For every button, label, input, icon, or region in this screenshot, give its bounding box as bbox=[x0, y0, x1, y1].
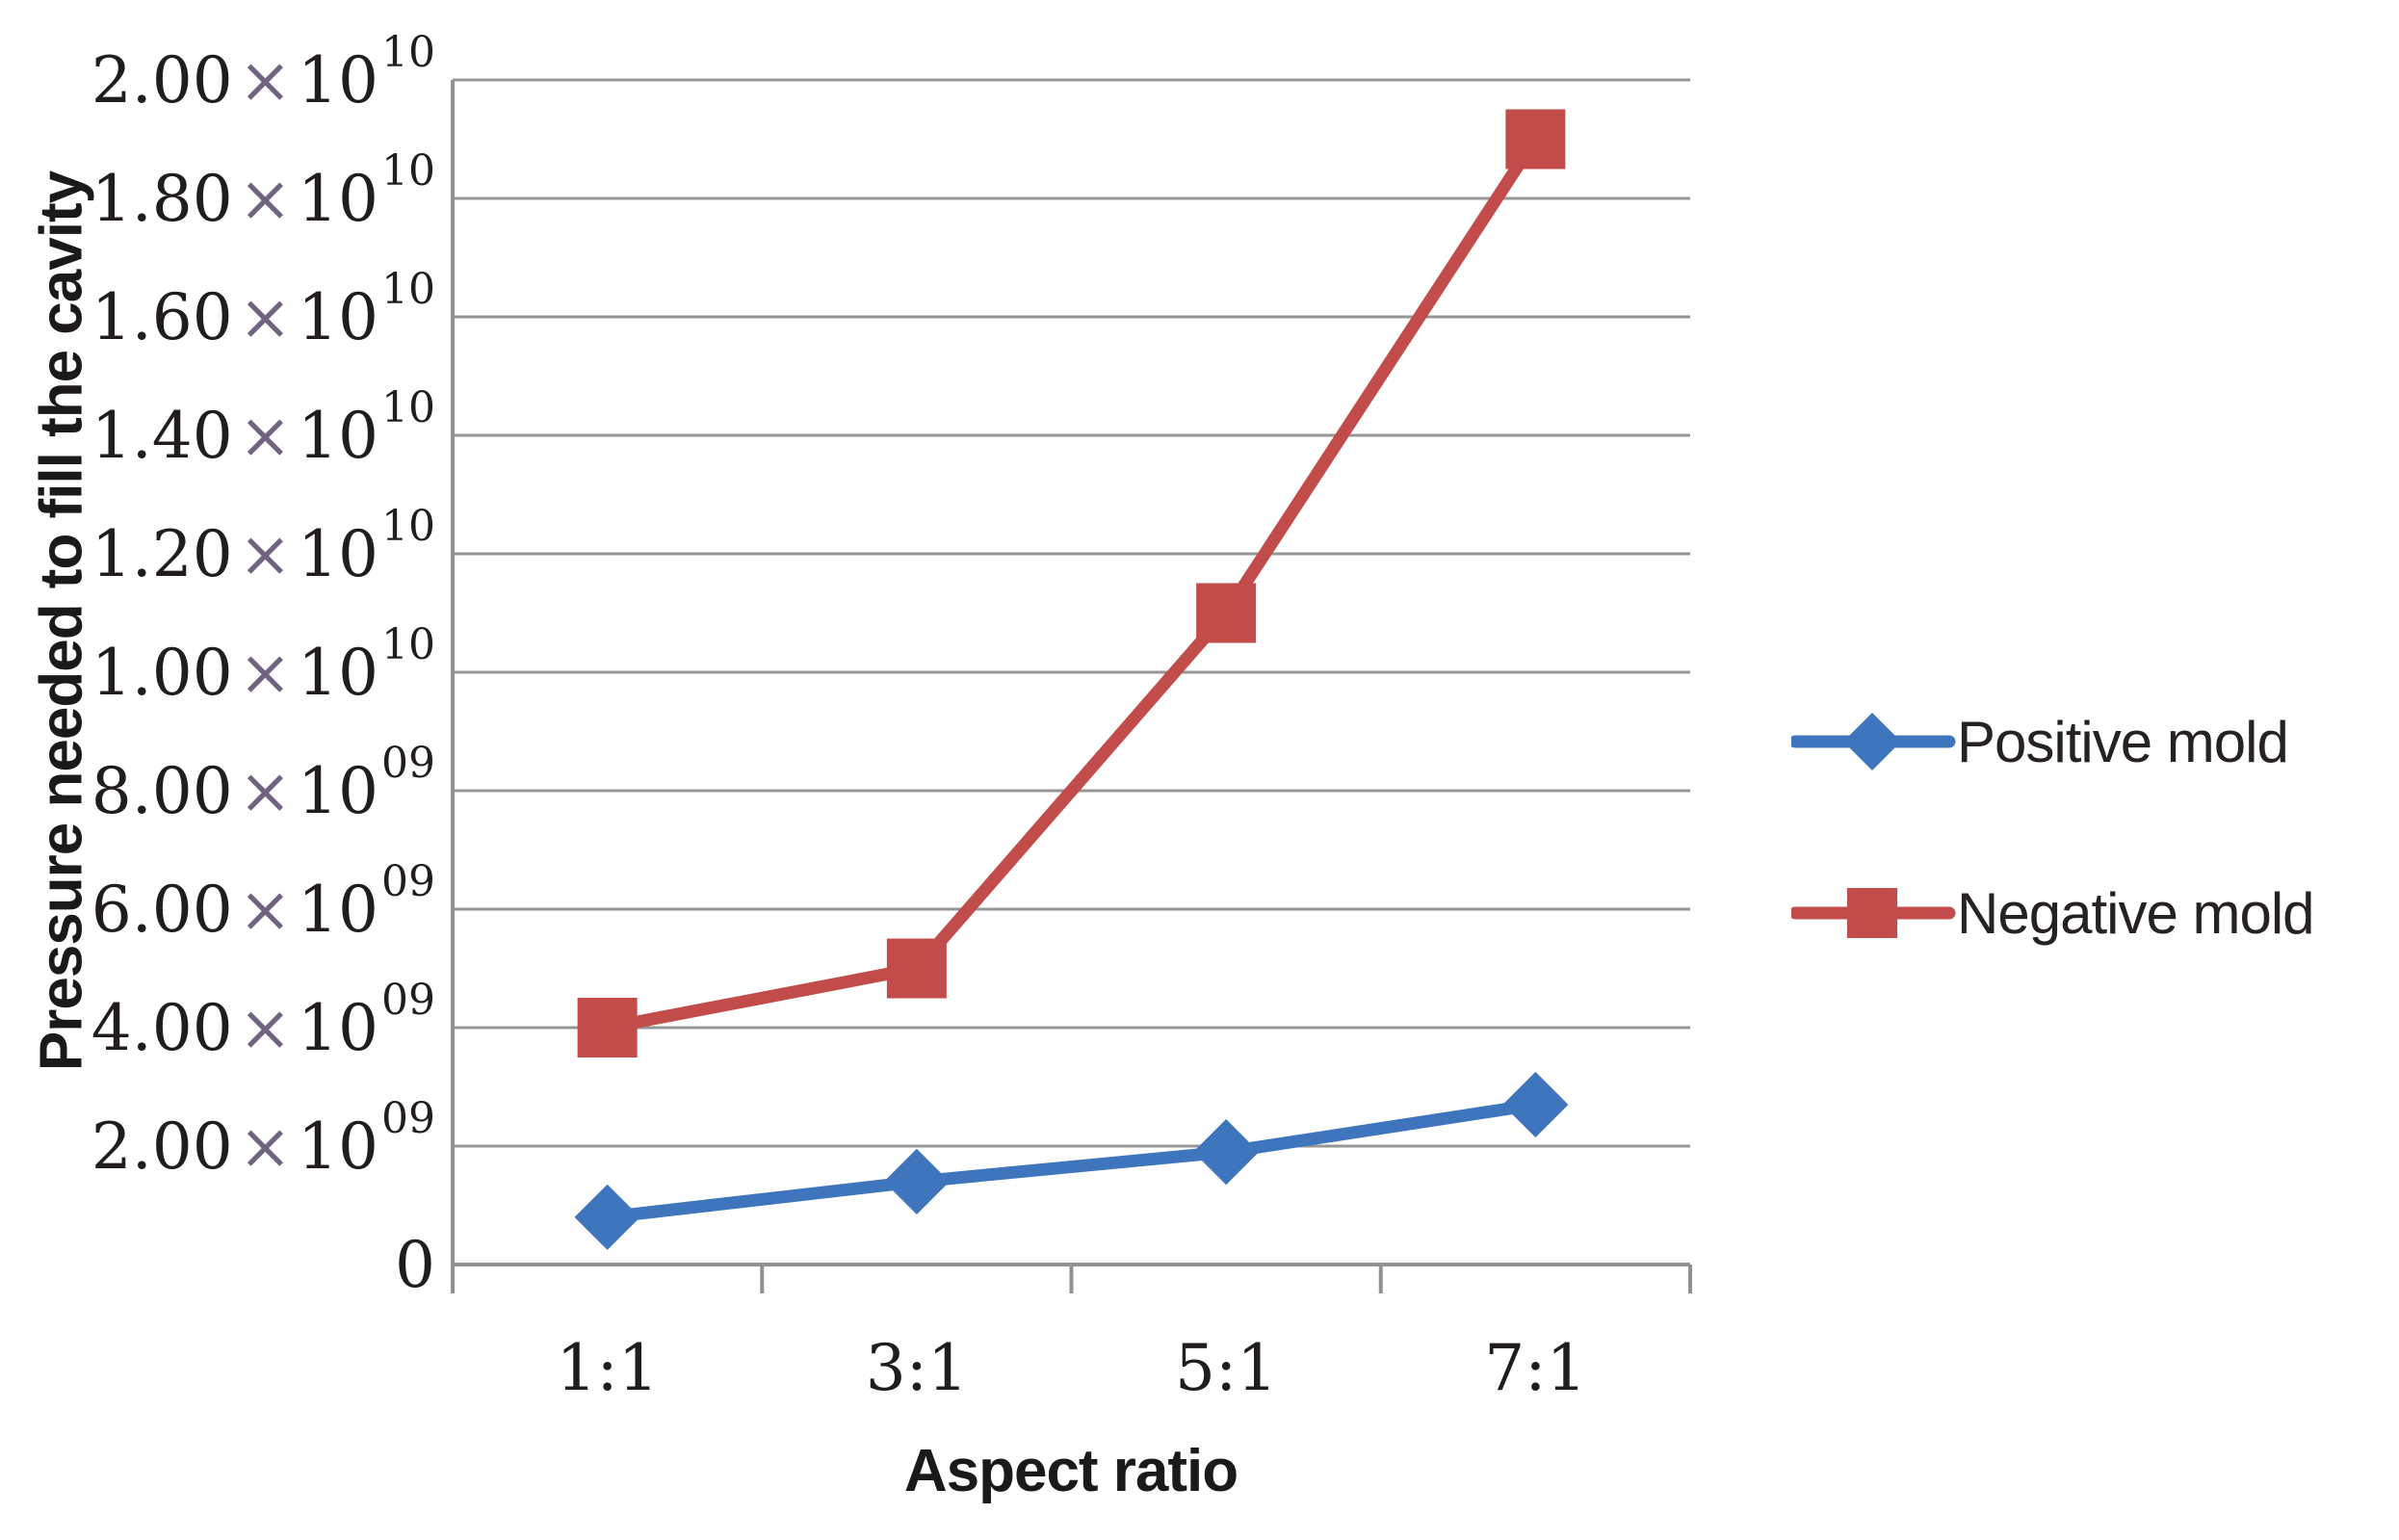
x-category-label: 7:1 bbox=[1484, 1331, 1587, 1405]
square-marker bbox=[1505, 109, 1566, 170]
y-tick-label: 1.20 × 10 10 bbox=[91, 502, 435, 591]
diamond-marker bbox=[574, 1184, 640, 1250]
legend-label: Negative mold bbox=[1957, 880, 2315, 946]
y-tick-label: 1.40 × 10 10 bbox=[91, 383, 435, 473]
y-tick-label: 8.00 × 10 09 bbox=[91, 739, 435, 828]
y-tick-label: 0 bbox=[395, 1227, 435, 1302]
y-tick-label: 6.00 × 10 09 bbox=[91, 857, 435, 947]
square-marker bbox=[1196, 583, 1257, 643]
square-marker bbox=[886, 938, 947, 999]
y-tick-label: 2.00 × 10 09 bbox=[91, 1094, 435, 1184]
diamond-marker bbox=[1193, 1119, 1260, 1186]
x-axis-title: Aspect ratio bbox=[903, 1438, 1239, 1504]
y-axis-title: Pressure needed to fill the cavity bbox=[28, 170, 95, 1072]
legend-entry-positive-mold: Positive mold bbox=[1791, 708, 2289, 775]
y-tick-label: 1.80 × 10 10 bbox=[91, 146, 435, 236]
series-line-positive-mold bbox=[601, 1098, 1542, 1224]
x-category-label: 3:1 bbox=[865, 1331, 968, 1405]
y-tick-label: 4.00 × 10 09 bbox=[91, 976, 435, 1065]
y-tick-label: 2.00 × 10 10 bbox=[91, 28, 435, 117]
series-line-negative-mold bbox=[601, 133, 1542, 1034]
diamond-marker bbox=[883, 1148, 950, 1214]
legend-entry-negative-mold: Negative mold bbox=[1791, 879, 2315, 947]
y-tick-label: 1.60 × 10 10 bbox=[91, 265, 435, 354]
y-tick-label: 1.00 × 10 10 bbox=[91, 620, 435, 710]
x-category-label: 5:1 bbox=[1175, 1331, 1278, 1405]
legend-label: Positive mold bbox=[1957, 709, 2289, 774]
square-legend-swatch bbox=[1791, 888, 1956, 938]
x-category-label: 1:1 bbox=[556, 1331, 659, 1405]
diamond-legend-swatch bbox=[1791, 713, 1956, 770]
diamond-marker bbox=[1502, 1071, 1569, 1138]
square-marker bbox=[577, 998, 638, 1057]
